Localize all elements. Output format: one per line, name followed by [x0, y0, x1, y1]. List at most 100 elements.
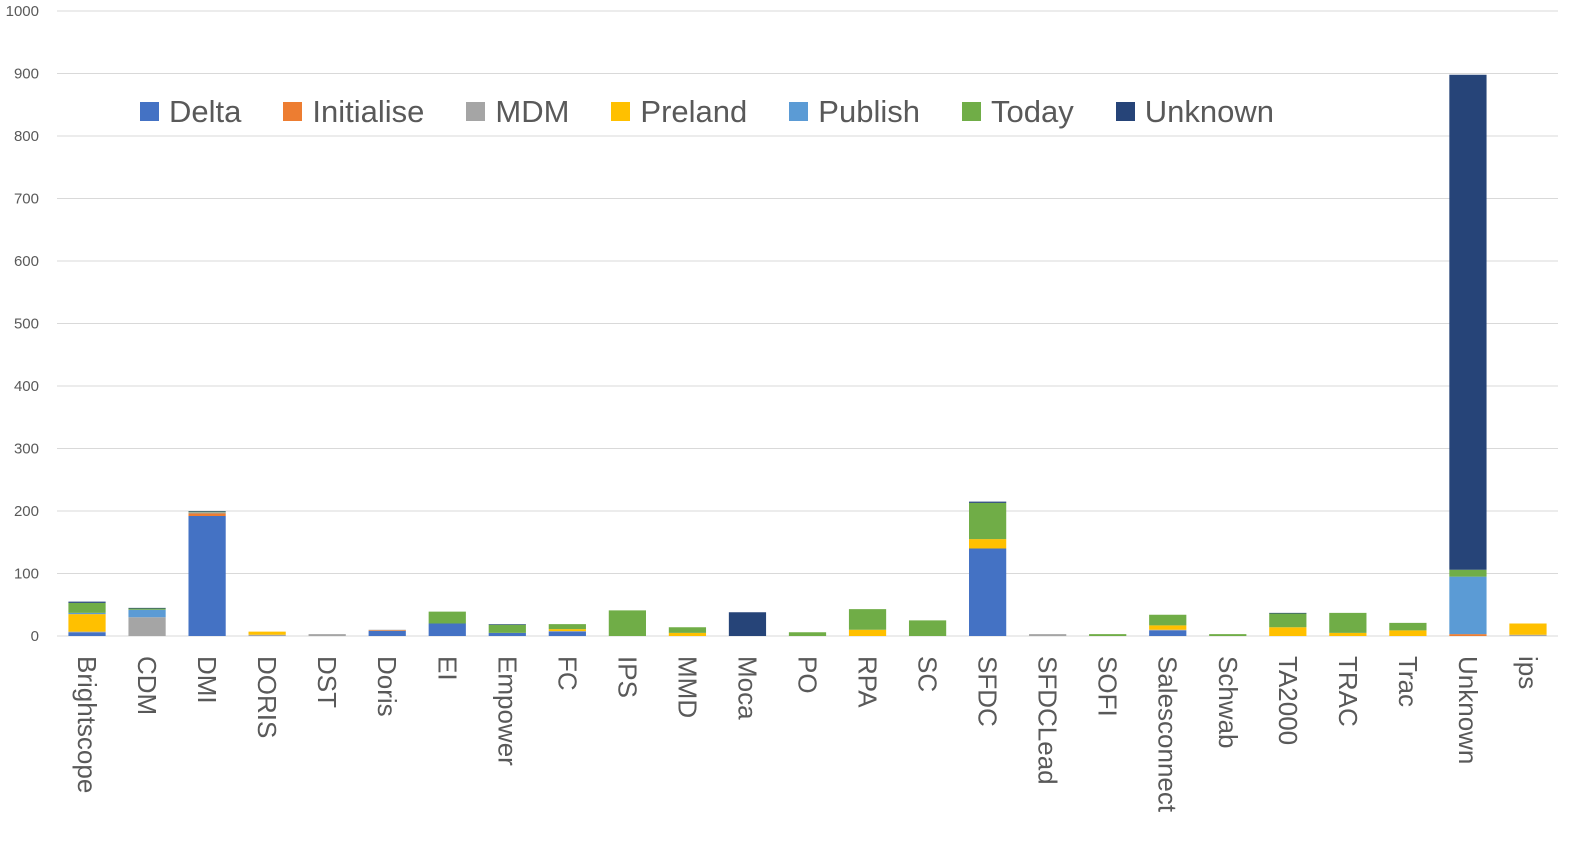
- bar-empower-today: [488, 624, 526, 633]
- y-tick-label-200: 200: [14, 503, 39, 520]
- x-tick-label-dmi: DMI: [192, 656, 222, 704]
- legend-item-unknown: Unknown: [1115, 94, 1274, 129]
- bar-dmi-mdm: [188, 512, 226, 514]
- legend-item-delta: Delta: [140, 96, 241, 127]
- bar-dst-mdm: [308, 634, 346, 636]
- bar-unknown-initialise: [1449, 634, 1487, 636]
- x-tick-label-unknown: Unknown: [1453, 656, 1483, 764]
- x-tick-label-salesconnect: Salesconnect: [1153, 656, 1183, 813]
- legend-label-publish: Publish: [818, 94, 920, 129]
- bar-salesconnect-preland: [1149, 625, 1187, 630]
- bar-unknown-publish: [1449, 576, 1487, 635]
- bar-trac-preland: [1389, 630, 1427, 636]
- bar-fc-today: [548, 624, 586, 630]
- x-tick-label-trac: Trac: [1393, 656, 1423, 707]
- legend-swatch-mdm: [466, 102, 486, 121]
- bar-unknown-today: [1449, 569, 1487, 577]
- y-tick-label-100: 100: [14, 566, 39, 583]
- legend-item-initialise: Initialise: [283, 96, 424, 127]
- bar-sfdc-today: [969, 502, 1007, 540]
- y-tick-label-700: 700: [14, 191, 39, 208]
- legend-label-delta: Delta: [169, 94, 242, 129]
- legend-label-today: Today: [990, 94, 1074, 129]
- bar-po-today: [788, 632, 827, 636]
- bar-brightscope-publish: [68, 612, 106, 615]
- bar-cdm-publish: [128, 609, 166, 618]
- bar-doris-mdm: [368, 629, 406, 631]
- legend-item-preland: Preland: [611, 96, 747, 127]
- bar-moca-unknown: [728, 612, 767, 636]
- bar-sfdc-preland: [969, 539, 1007, 549]
- bar-brightscope-preland: [68, 614, 106, 632]
- bar-sfdc-unknown: [969, 501, 1007, 503]
- legend-item-mdm: MDM: [466, 96, 569, 127]
- y-tick-label-600: 600: [14, 253, 39, 270]
- bar-doris-preland: [248, 631, 286, 635]
- x-tick-label-rpa: RPA: [853, 656, 883, 708]
- bar-doris-delta: [368, 631, 406, 636]
- bar-doris-mdm: [248, 634, 286, 636]
- x-tick-label-dst: DST: [312, 656, 342, 708]
- bar-salesconnect-today: [1149, 614, 1187, 626]
- x-tick-label-ips: ips: [1513, 656, 1543, 689]
- x-tick-label-ei: EI: [432, 656, 462, 681]
- bar-brightscope-unknown: [68, 601, 106, 603]
- bar-trac-today: [1329, 612, 1367, 633]
- x-tick-label-po: PO: [793, 656, 823, 694]
- legend-swatch-publish: [789, 102, 809, 121]
- bar-ips-mdm: [1509, 634, 1547, 636]
- bar-cdm-unknown: [128, 607, 166, 609]
- bar-dmi-unknown: [188, 511, 226, 512]
- bar-trac-today: [1389, 622, 1427, 631]
- bar-mmd-preland: [668, 632, 707, 636]
- legend-swatch-initialise: [283, 102, 303, 121]
- bar-brightscope-mdm: [68, 631, 106, 633]
- bar-ta2000-preland: [1269, 627, 1307, 636]
- legend-label-unknown: Unknown: [1144, 94, 1274, 129]
- bar-salesconnect-mdm: [1149, 629, 1187, 631]
- legend-swatch-preland: [611, 102, 631, 121]
- bar-trac-preland: [1329, 632, 1367, 636]
- bar-doris-initialise: [368, 630, 406, 631]
- bar-sofi-today: [1089, 634, 1127, 636]
- legend: Delta Initialise MDM Preland Publish Tod…: [140, 96, 1316, 127]
- y-tick-label-0: 0: [31, 628, 39, 645]
- y-tick-label-900: 900: [14, 66, 39, 83]
- bar-ta2000-today: [1269, 613, 1307, 628]
- bar-fc-mdm: [548, 631, 586, 632]
- legend-item-publish: Publish: [789, 96, 920, 127]
- bar-fc-delta: [548, 631, 586, 636]
- bar-dmi-today: [188, 511, 226, 513]
- bar-ips-today: [608, 610, 646, 636]
- bar-rpa-today: [848, 609, 887, 630]
- legend-label-initialise: Initialise: [312, 94, 425, 129]
- bar-brightscope-delta: [68, 632, 106, 636]
- x-tick-label-cdm: CDM: [132, 656, 162, 715]
- bar-salesconnect-delta: [1149, 630, 1187, 636]
- bar-fc-preland: [548, 629, 586, 631]
- x-tick-label-sfdc: SFDC: [973, 656, 1003, 727]
- legend-item-today: Today: [961, 94, 1074, 129]
- bar-mmd-today: [668, 627, 707, 633]
- bar-dmi-initialise: [188, 513, 226, 516]
- x-tick-label-ips: IPS: [612, 656, 642, 698]
- x-tick-label-doris: DORIS: [252, 656, 282, 738]
- x-tick-label-empower: Empower: [492, 656, 522, 766]
- y-tick-label-400: 400: [14, 378, 39, 395]
- bar-empower-unknown: [488, 624, 526, 625]
- x-tick-label-trac: TRAC: [1333, 656, 1363, 727]
- x-tick-label-ta2000: TA2000: [1273, 656, 1303, 745]
- x-tick-label-brightscope: Brightscope: [72, 656, 102, 793]
- bar-cdm-today: [128, 608, 166, 610]
- bar-sfdc-delta: [969, 548, 1007, 636]
- bar-sfdclead-mdm: [1029, 634, 1067, 636]
- y-tick-label-500: 500: [14, 316, 39, 333]
- bar-ips-preland: [1509, 623, 1547, 635]
- y-tick-label-300: 300: [14, 441, 39, 458]
- bar-sc-today: [908, 620, 947, 636]
- x-tick-label-moca: Moca: [732, 656, 762, 720]
- bar-brightscope-today: [68, 602, 106, 613]
- bar-ta2000-unknown: [1269, 612, 1307, 614]
